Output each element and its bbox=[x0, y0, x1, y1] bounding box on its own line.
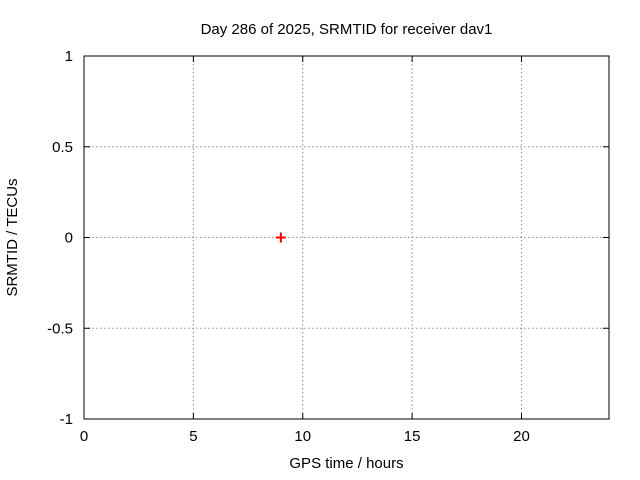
x-tick-labels: 0 5 10 15 20 bbox=[80, 428, 530, 445]
y-tick-label: 0.5 bbox=[52, 139, 73, 156]
y-tick-label: -1 bbox=[60, 411, 73, 428]
y-tick-label: 0 bbox=[65, 230, 73, 247]
y-tick-label: -0.5 bbox=[47, 320, 73, 337]
y-tick-label: 1 bbox=[65, 48, 73, 65]
chart-title: Day 286 of 2025, SRMTID for receiver dav… bbox=[201, 21, 493, 38]
x-tick-label: 20 bbox=[513, 428, 530, 445]
x-tick-label: 10 bbox=[294, 428, 311, 445]
y-axis-label: SRMTID / TECUs bbox=[4, 178, 21, 296]
x-axis-label: GPS time / hours bbox=[289, 455, 403, 472]
data-points bbox=[275, 232, 286, 243]
x-tick-label: 15 bbox=[404, 428, 421, 445]
y-tick-labels: -1 -0.5 0 0.5 1 bbox=[47, 48, 73, 428]
x-tick-label: 5 bbox=[189, 428, 197, 445]
plot-border bbox=[83, 55, 610, 420]
x-tick-label: 0 bbox=[80, 428, 88, 445]
data-point-marker bbox=[275, 232, 286, 243]
